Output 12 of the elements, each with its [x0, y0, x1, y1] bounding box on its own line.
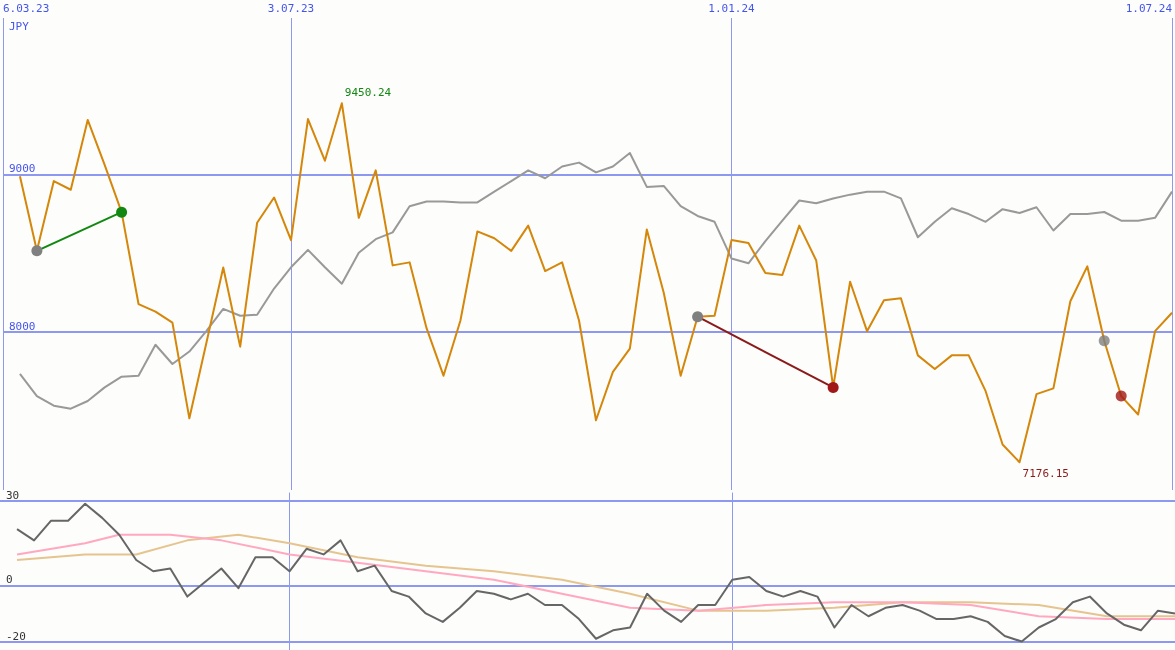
y-axis-title: JPY	[9, 20, 30, 33]
x-tick-label: 1.07.24	[1125, 2, 1173, 15]
x-tick-label: 3.07.23	[267, 2, 315, 15]
annotation: 7176.15	[1022, 467, 1069, 481]
y-tick-label: 0	[6, 573, 13, 587]
x-tick-label: 1.01.24	[708, 2, 756, 15]
y-tick-label: -20	[6, 629, 26, 643]
x-tick-label: 6.03.23	[3, 2, 50, 15]
y-tick-label: 9000	[9, 162, 36, 176]
y-tick-label: 8000	[9, 320, 36, 334]
annotation: 9450.24	[344, 86, 392, 100]
y-tick-label: 30	[6, 489, 20, 502]
